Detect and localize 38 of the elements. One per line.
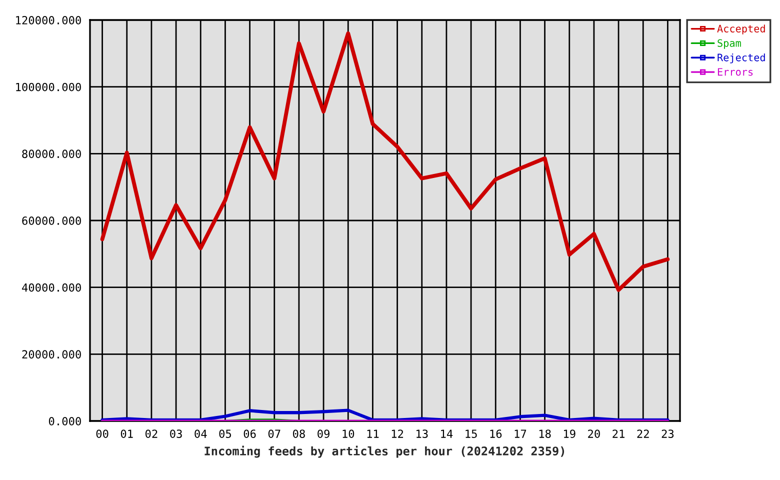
legend-label: Accepted <box>717 24 765 34</box>
x-tick-label: 20 <box>588 430 600 438</box>
y-tick-label: 100000.000 <box>16 82 81 92</box>
x-tick-label: 17 <box>514 430 526 438</box>
legend-label: Rejected <box>718 53 765 64</box>
x-tick-label: 15 <box>466 430 477 438</box>
line-series <box>100 408 670 421</box>
legend-label: Errors <box>718 68 753 76</box>
x-tick-label: 16 <box>490 430 502 438</box>
x-tick-label: 21 <box>612 430 624 438</box>
x-tick-label: 00 <box>96 430 108 438</box>
y-tick-label: 60000.000 <box>22 216 81 225</box>
x-tick-label: 04 <box>194 430 207 438</box>
x-tick-label: 12 <box>392 430 404 438</box>
y-tick-label: 40000.000 <box>22 283 81 292</box>
x-axis-title: Incoming feeds by articles per hour (20241202 2359) <box>204 446 564 458</box>
x-tick-label: 09 <box>318 430 330 438</box>
x-tick-label: 22 <box>637 430 649 438</box>
x-tick-label: 06 <box>244 430 256 438</box>
line-series <box>100 31 670 292</box>
x-tick-label: 02 <box>145 430 158 438</box>
x-tick-label: 13 <box>416 430 428 438</box>
y-tick-label: 120000.000 <box>16 16 81 24</box>
y-tick-label: 80000.000 <box>22 150 81 158</box>
x-tick-label: 19 <box>564 430 576 438</box>
x-tick-label: 23 <box>662 430 674 438</box>
x-tick-label: 18 <box>539 430 551 438</box>
x-tick-label: 10 <box>342 430 354 438</box>
x-tick-label: 05 <box>219 430 232 438</box>
y-tick-label: 20000.000 <box>22 350 81 359</box>
x-tick-label: 14 <box>441 430 453 438</box>
x-tick-label: 01 <box>120 430 133 438</box>
x-tick-label: 08 <box>292 430 305 438</box>
y-tick-label: 0.000 <box>48 417 81 426</box>
x-tick-label: 07 <box>268 430 280 438</box>
x-tick-label: 03 <box>170 430 182 438</box>
legend-label: Spam <box>718 39 741 49</box>
x-tick-label: 11 <box>367 430 379 438</box>
